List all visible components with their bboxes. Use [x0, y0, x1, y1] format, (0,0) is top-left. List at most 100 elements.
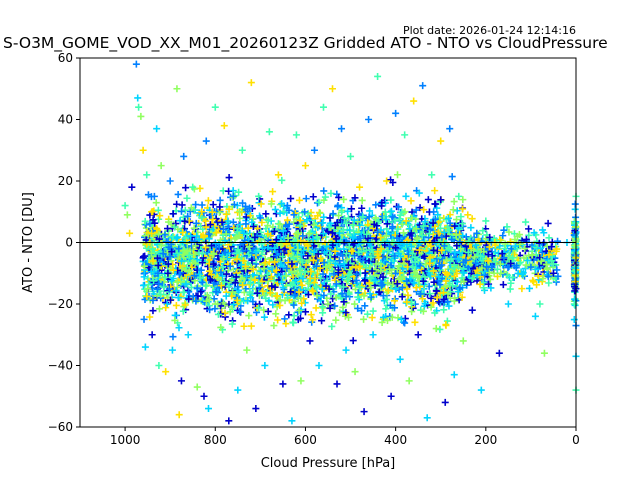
- scatter-point: [174, 190, 182, 198]
- scatter-point: [309, 256, 317, 264]
- scatter-point: [370, 220, 378, 228]
- scatter-point: [400, 229, 408, 237]
- scatter-point: [184, 331, 192, 339]
- scatter-point: [255, 279, 263, 287]
- scatter-point: [446, 125, 454, 133]
- scatter-point: [458, 293, 466, 301]
- scatter-point: [258, 240, 266, 248]
- scatter-point: [152, 199, 160, 207]
- scatter-point: [453, 278, 461, 286]
- scatter-point: [192, 201, 200, 209]
- scatter-point: [341, 263, 349, 271]
- scatter-point: [554, 272, 562, 280]
- x-tick-label: 1000: [110, 433, 141, 447]
- scatter-point: [340, 298, 348, 306]
- scatter-point: [416, 246, 424, 254]
- scatter-point: [182, 280, 190, 288]
- scatter-point: [210, 279, 218, 287]
- scatter-point: [384, 287, 392, 295]
- scatter-point: [436, 224, 444, 232]
- scatter-point: [386, 242, 394, 250]
- scatter-point: [229, 288, 236, 296]
- scatter-point: [263, 271, 271, 279]
- scatter-point: [331, 247, 339, 255]
- scatter-point: [282, 320, 290, 328]
- scatter-point: [235, 188, 243, 196]
- scatter-point: [351, 368, 359, 376]
- scatter-point: [442, 321, 450, 329]
- scatter-point: [342, 219, 350, 227]
- scatter-point: [451, 248, 459, 256]
- scatter-point: [528, 251, 536, 259]
- y-tick-label: 60: [58, 51, 73, 65]
- scatter-point: [447, 255, 455, 263]
- scatter-point: [174, 233, 182, 241]
- scatter-point: [236, 221, 244, 229]
- scatter-point: [301, 208, 309, 216]
- scatter-point: [217, 217, 225, 225]
- scatter-point: [211, 103, 219, 111]
- scatter-point: [391, 217, 399, 225]
- scatter-point: [186, 208, 194, 215]
- scatter-point: [320, 213, 328, 221]
- scatter-point: [467, 224, 475, 232]
- scatter-point: [430, 246, 438, 254]
- scatter-point: [149, 296, 157, 304]
- scatter-point: [260, 306, 268, 314]
- scatter-point: [208, 208, 216, 216]
- scatter-point: [368, 314, 376, 322]
- scatter-point: [365, 116, 373, 123]
- scatter-point: [435, 273, 443, 281]
- scatter-point: [413, 235, 421, 243]
- scatter-point: [325, 262, 333, 270]
- scatter-point: [206, 221, 214, 229]
- y-axis-ticks: −60 −40 −20 0 20 40 60: [48, 51, 80, 434]
- scatter-point: [203, 281, 211, 289]
- scatter-point: [342, 309, 350, 317]
- scatter-point: [527, 263, 535, 271]
- scatter-point: [141, 217, 149, 225]
- scatter-point: [243, 272, 251, 280]
- scatter-point: [318, 245, 326, 253]
- scatter-point: [335, 229, 343, 237]
- scatter-point: [429, 299, 437, 307]
- y-tick-label: 20: [58, 174, 73, 188]
- y-tick-label: 0: [65, 236, 73, 250]
- scatter-point: [433, 287, 441, 295]
- x-axis-ticks: 1000 800 600 400 200 0: [110, 427, 580, 447]
- scatter-point: [483, 263, 491, 271]
- scatter-point: [284, 259, 292, 267]
- scatter-point: [337, 249, 345, 257]
- scatter-point: [240, 322, 248, 330]
- scatter-point: [378, 318, 386, 326]
- scatter-point: [276, 209, 284, 217]
- scatter-point: [290, 211, 298, 219]
- scatter-point: [217, 268, 225, 276]
- scatter-point: [332, 316, 340, 324]
- scatter-point: [185, 251, 193, 259]
- scatter-point: [239, 257, 247, 265]
- scatter-point: [193, 232, 201, 240]
- scatter-point: [360, 292, 368, 300]
- scatter-point: [172, 220, 180, 228]
- scatter-point: [162, 273, 170, 281]
- scatter-point: [571, 200, 579, 208]
- scatter-point: [223, 261, 231, 269]
- scatter-point: [295, 288, 303, 296]
- scatter-point: [351, 300, 359, 308]
- scatter-point: [278, 278, 286, 286]
- scatter-point: [245, 243, 253, 251]
- scatter-point: [283, 216, 291, 224]
- scatter-point: [470, 265, 478, 273]
- scatter-point: [236, 214, 244, 222]
- scatter-point: [318, 317, 326, 325]
- scatter-point: [301, 162, 309, 170]
- scatter-point: [358, 204, 366, 212]
- scatter-point: [236, 297, 244, 305]
- scatter-point: [329, 85, 337, 93]
- scatter-point: [570, 316, 578, 324]
- scatter-point: [387, 262, 395, 270]
- scatter-point: [175, 245, 183, 253]
- scatter-point: [132, 60, 140, 68]
- scatter-point: [261, 362, 269, 369]
